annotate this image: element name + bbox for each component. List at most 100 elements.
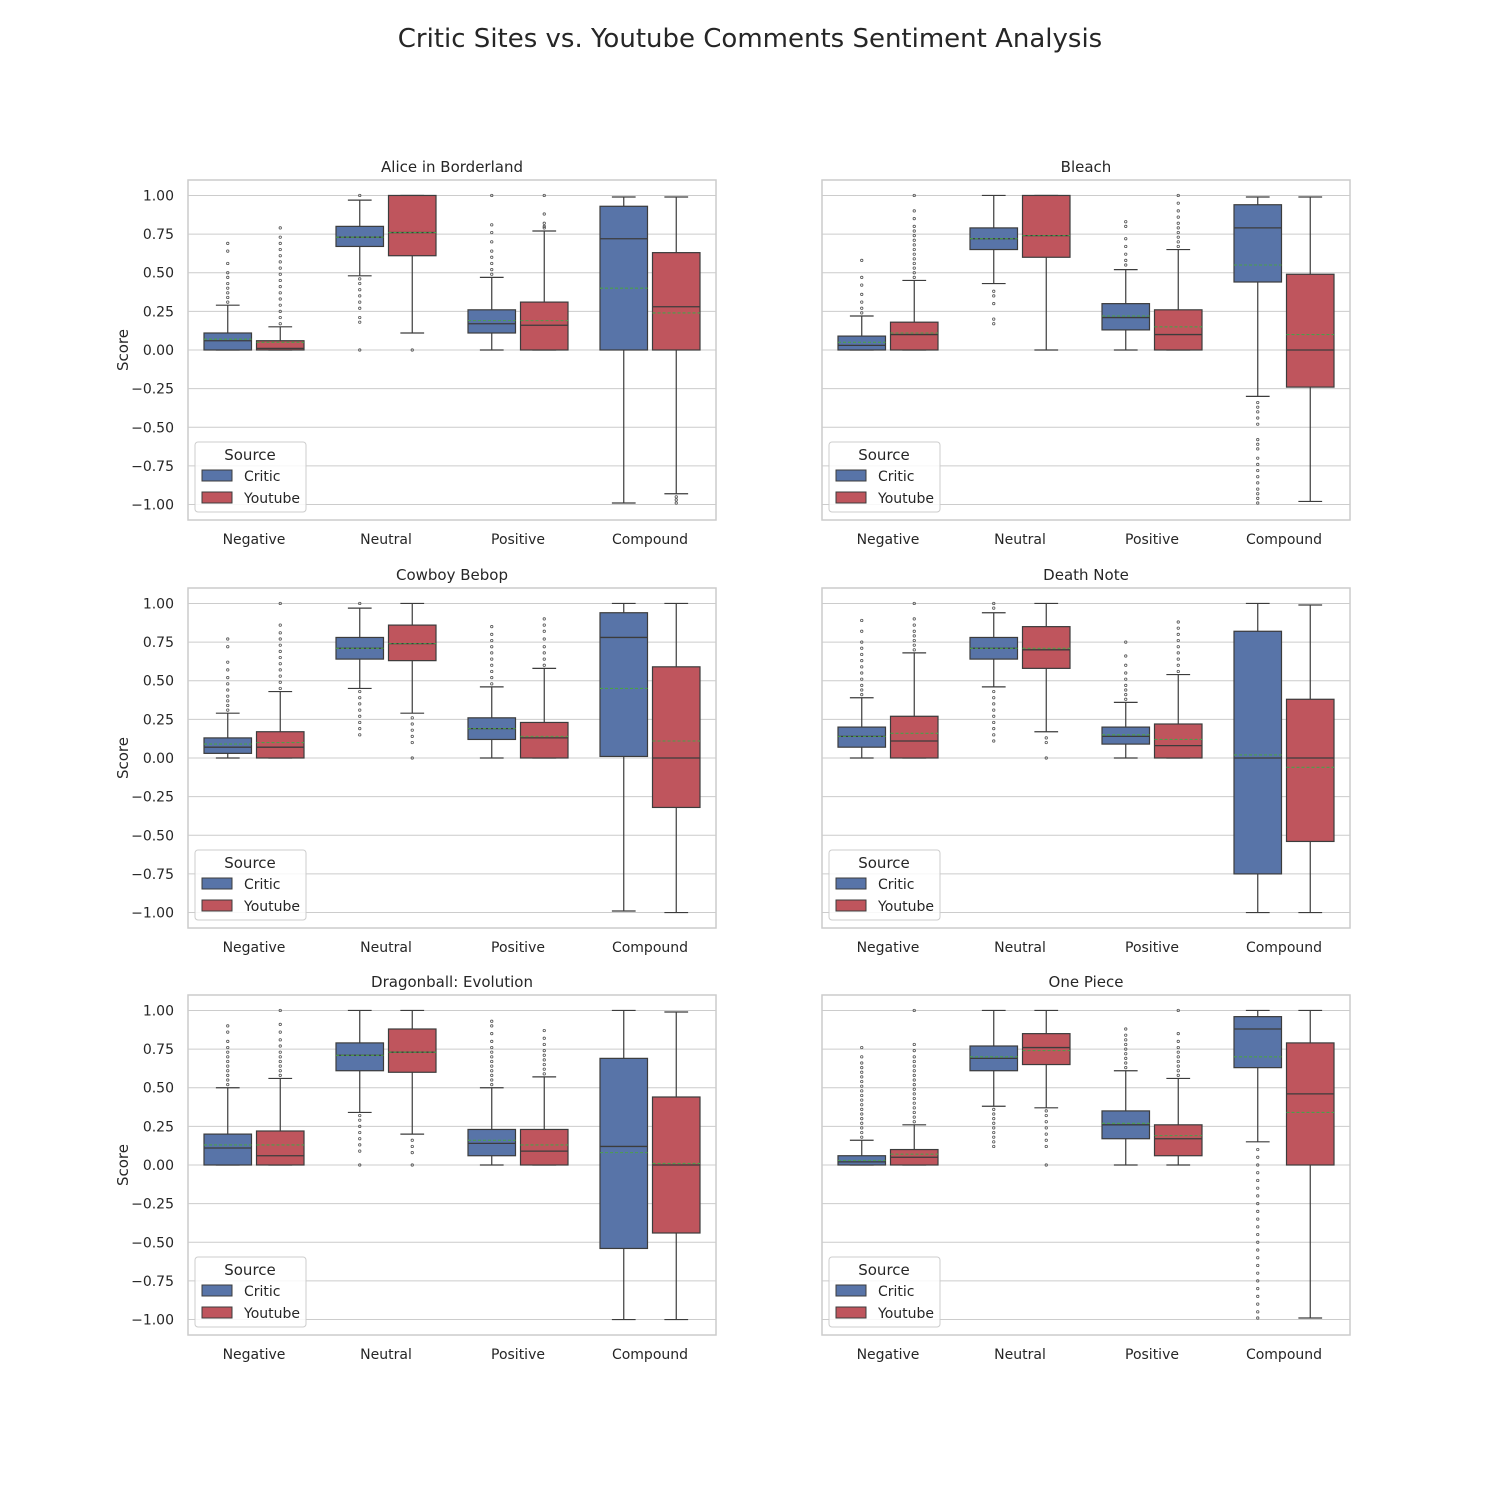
flier-point xyxy=(542,1049,546,1053)
box-critic-negative xyxy=(837,1045,887,1166)
x-tick-label: Negative xyxy=(223,532,286,548)
flier-point xyxy=(542,1053,546,1057)
flier-point xyxy=(542,637,546,641)
flier-point xyxy=(860,659,864,663)
flier-point xyxy=(912,1096,916,1101)
flier-point xyxy=(358,1118,362,1122)
flier-point xyxy=(912,1120,916,1124)
box-critic-neutral xyxy=(969,601,1019,743)
box-body xyxy=(467,309,517,334)
flier-point xyxy=(278,303,282,307)
x-tick-label: Negative xyxy=(857,532,920,548)
flier-point xyxy=(912,623,916,627)
flier-point xyxy=(860,1075,864,1079)
flier-point xyxy=(410,348,414,352)
flier-point xyxy=(410,1163,414,1167)
x-tick-label: Positive xyxy=(491,940,545,956)
flier-point xyxy=(860,693,864,697)
x-tick-label: Compound xyxy=(612,1347,688,1363)
flier-point xyxy=(358,1149,362,1153)
flier-point xyxy=(1176,663,1180,667)
flier-point xyxy=(912,1106,916,1110)
box-critic-positive xyxy=(467,1019,517,1166)
flier-point xyxy=(1176,1045,1180,1050)
flier-point xyxy=(860,671,864,675)
legend-swatch-youtube xyxy=(201,899,233,912)
flier-point xyxy=(410,1151,414,1155)
x-tick-label: Negative xyxy=(857,1347,920,1363)
flier-point xyxy=(490,268,494,272)
y-tick-label: 0.50 xyxy=(143,674,174,690)
box-critic-compound xyxy=(1233,196,1283,505)
flier-point xyxy=(278,1038,282,1042)
flier-point xyxy=(1256,1232,1260,1237)
flier-point xyxy=(226,1055,230,1059)
flier-point xyxy=(358,714,362,718)
flier-point xyxy=(358,320,362,324)
flier-point xyxy=(226,286,230,290)
legend-swatch-critic xyxy=(201,877,233,890)
legend: Source Critic Youtube xyxy=(194,849,307,921)
flier-point xyxy=(912,1078,916,1082)
flier-point xyxy=(226,703,230,708)
flier-point xyxy=(912,257,916,261)
legend-label-youtube: Youtube xyxy=(243,1306,300,1322)
x-tick-label: Neutral xyxy=(994,1347,1046,1363)
flier-point xyxy=(410,740,414,745)
flier-point xyxy=(860,1045,864,1050)
flier-point xyxy=(490,230,494,235)
box-body xyxy=(1233,630,1283,875)
box-youtube-negative xyxy=(889,1008,939,1166)
flier-point xyxy=(1176,235,1180,239)
flier-point xyxy=(1256,1256,1260,1260)
legend-label-critic: Critic xyxy=(878,877,915,893)
y-tick-label: 0.00 xyxy=(143,1158,174,1174)
flier-point xyxy=(1176,651,1180,655)
box-body xyxy=(889,715,939,759)
flier-point xyxy=(860,283,864,287)
flier-point xyxy=(860,688,864,692)
flier-point xyxy=(490,1069,494,1073)
flier-point xyxy=(992,689,996,694)
flier-point xyxy=(992,601,996,606)
subplot-alice-in-borderland: 1.00 0.75 0.50 0.25 0.00 −0.25 −0.50 −0.75 −1.00… xyxy=(114,158,717,548)
legend-swatch-critic xyxy=(835,469,867,482)
flier-point xyxy=(542,1072,546,1076)
legend-label-youtube: Youtube xyxy=(877,1306,934,1322)
x-tick-label: Positive xyxy=(491,1347,545,1363)
flier-point xyxy=(1256,438,1260,442)
box-body xyxy=(1153,723,1203,759)
flier-point xyxy=(358,733,362,737)
flier-point xyxy=(992,702,996,706)
legend-swatch-youtube xyxy=(201,1306,233,1319)
box-body xyxy=(519,1128,569,1166)
flier-point xyxy=(278,291,282,295)
box-youtube-negative xyxy=(255,1008,305,1166)
legend-label-youtube: Youtube xyxy=(877,899,934,915)
flier-point xyxy=(542,663,546,667)
flier-point xyxy=(1044,736,1048,740)
flier-point xyxy=(490,1032,494,1036)
flier-point xyxy=(1044,1113,1048,1118)
flier-point xyxy=(1256,1209,1260,1213)
subplot-cowboy-bebop: 1.00 0.75 0.50 0.25 0.00 −0.25 −0.50 −0.75 −1.00… xyxy=(114,566,717,956)
flier-point xyxy=(860,311,864,315)
flier-point xyxy=(490,663,494,667)
legend-title: Source xyxy=(858,446,910,464)
flier-point xyxy=(490,657,494,661)
flier-point xyxy=(860,640,864,644)
flier-point xyxy=(278,315,282,320)
y-tick-label: −0.25 xyxy=(131,382,174,398)
flier-point xyxy=(860,652,864,657)
flier-point xyxy=(542,623,546,627)
flier-point xyxy=(992,1130,996,1135)
flier-point xyxy=(226,249,230,253)
flier-point xyxy=(1176,1069,1180,1073)
flier-point xyxy=(226,682,230,686)
box-critic-negative xyxy=(203,241,253,351)
flier-point xyxy=(226,1083,230,1087)
y-tick-label: −0.50 xyxy=(131,1235,174,1251)
flier-point xyxy=(226,300,230,304)
flier-point xyxy=(1256,1287,1260,1291)
